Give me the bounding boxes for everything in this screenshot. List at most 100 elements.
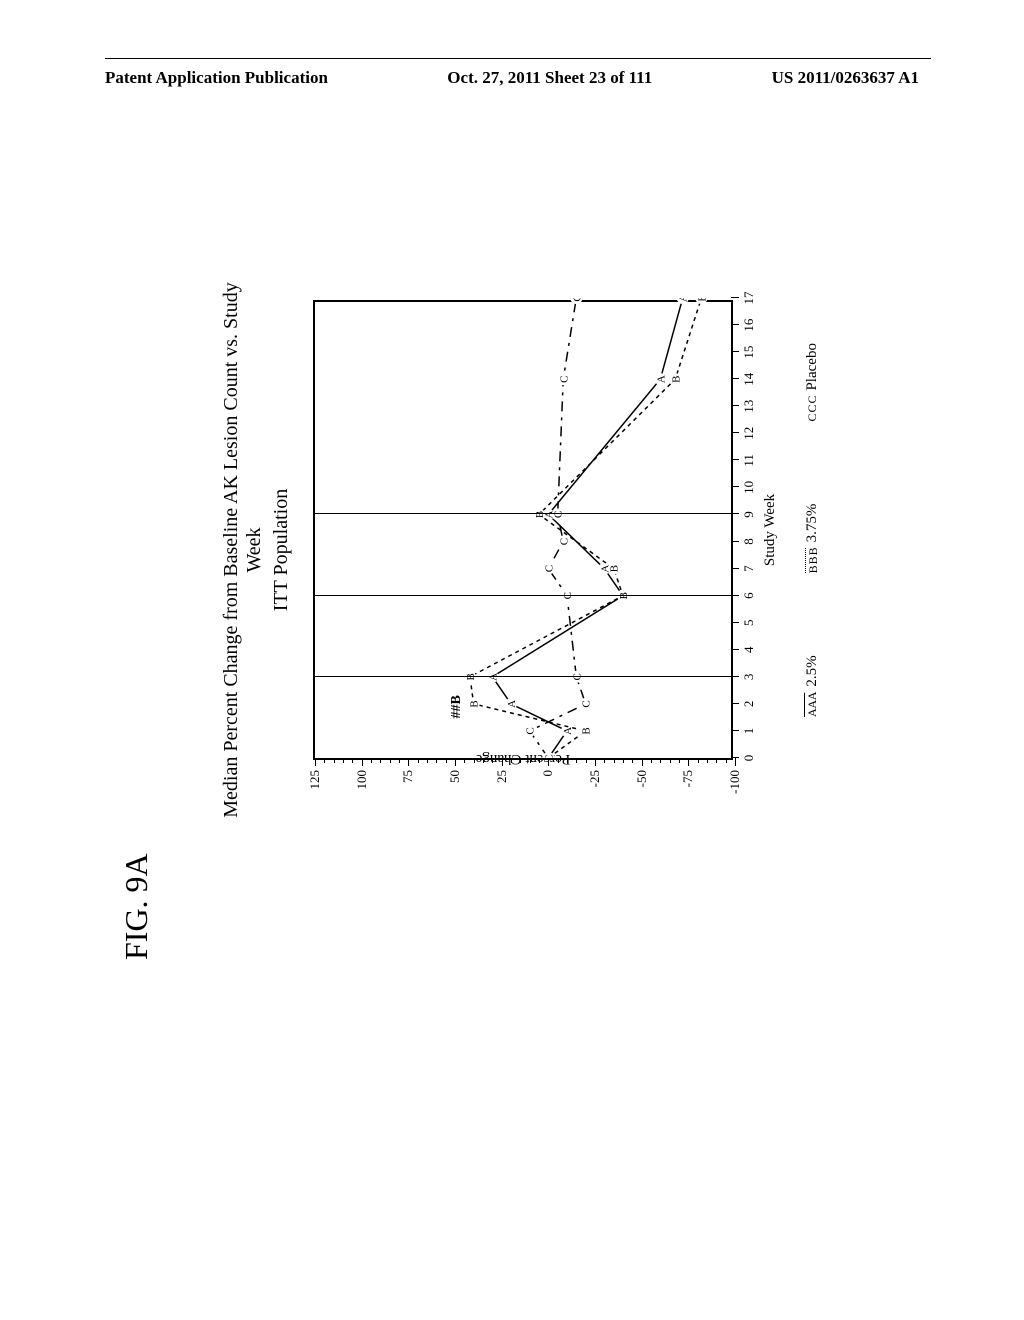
marker-C: C [543,565,555,572]
y-tick-minor [390,758,391,763]
y-tick-minor [707,758,708,763]
x-tick-label: 1 [741,728,757,735]
marker-A: A [655,375,667,383]
y-tick-minor [474,758,475,763]
y-tick-label: -100 [727,770,743,800]
x-tick-label: 17 [741,292,757,305]
y-tick [595,758,596,766]
x-tick [731,622,739,623]
header-right: US 2011/0263637 A1 [772,68,919,88]
y-tick [642,758,643,766]
x-tick-label: 4 [741,647,757,654]
y-tick-minor [567,758,568,763]
x-tick [731,351,739,352]
y-tick [735,758,736,766]
marker-B: B [696,298,708,302]
y-tick-minor [511,758,512,763]
chart-subtitle: ITT Population [270,270,293,830]
y-tick-label: -75 [680,770,696,800]
x-tick-label: 15 [741,346,757,359]
y-tick-minor [670,758,671,763]
x-tick-label: 9 [741,511,757,518]
legend-marker-b: B B B [805,548,821,573]
y-tick-label: 125 [307,770,323,800]
y-tick-minor [586,758,587,763]
y-tick-minor [660,758,661,763]
y-tick-minor [418,758,419,763]
y-tick-label: 100 [354,770,370,800]
x-tick-label: 7 [741,565,757,572]
x-tick-label: 12 [741,427,757,440]
x-tick [731,568,739,569]
y-tick-label: 50 [447,770,463,800]
legend-label-a: 2.5% [804,655,821,686]
x-tick-label: 14 [741,373,757,386]
y-tick-minor [614,758,615,763]
figure-label: FIG. 9A [118,853,155,960]
y-tick-label: 25 [494,770,510,800]
x-tick [731,703,739,704]
marker-C: C [558,376,570,383]
y-tick-minor [623,758,624,763]
y-tick-minor [324,758,325,763]
x-tick [731,676,739,677]
x-tick [731,757,739,758]
y-tick-minor [530,758,531,763]
x-tick [731,297,739,298]
y-tick-minor [464,758,465,763]
legend-label-c: Placebo [804,343,821,390]
marker-A: A [506,700,518,708]
x-tick-label: 16 [741,319,757,332]
y-tick-minor [371,758,372,763]
x-tick-label: 10 [741,481,757,494]
chart-container: Median Percent Change from Baseline AK L… [220,270,920,830]
x-tick [731,649,739,650]
marker-C: C [558,538,570,545]
legend: A A A 2.5% B B B 3.75% C C C Placebo [804,302,821,758]
x-tick [731,541,739,542]
marker-B: B [670,376,682,383]
legend-item-b: B B B 3.75% [804,504,821,574]
x-tick [731,432,739,433]
chart-title: Median Percent Change from Baseline AK L… [220,270,266,830]
x-tick [731,405,739,406]
series-inline-label: ##B [449,695,465,718]
x-tick-label: 3 [741,674,757,681]
y-tick-minor [380,758,381,763]
y-tick-minor [651,758,652,763]
marker-B: B [469,700,481,707]
series-line-3.75% [470,298,701,758]
marker-B: B [609,565,621,572]
x-tick [731,324,739,325]
x-tick [731,730,739,731]
header-left: Patent Application Publication [105,68,328,88]
y-tick-minor [436,758,437,763]
y-tick [502,758,503,766]
x-tick-label: 5 [741,619,757,626]
y-tick-minor [698,758,699,763]
y-tick-label: 0 [540,770,556,800]
x-tick-label: 2 [741,701,757,708]
y-tick-minor [520,758,521,763]
y-tick-minor [343,758,344,763]
x-tick [731,513,739,514]
y-tick [315,758,316,766]
x-axis-label: Study Week [762,494,779,566]
y-tick-minor [632,758,633,763]
y-tick-label: -25 [587,770,603,800]
y-tick-label: -50 [634,770,650,800]
y-tick-minor [604,758,605,763]
x-tick-label: 0 [741,755,757,762]
page-header: Patent Application Publication Oct. 27, … [0,68,1024,88]
marker-C: C [571,298,583,302]
y-tick-minor [483,758,484,763]
page: Patent Application Publication Oct. 27, … [0,0,1024,1320]
y-tick-minor [446,758,447,763]
x-tick [731,378,739,379]
marker-C: C [543,754,555,758]
header-rule [105,58,931,59]
marker-C: C [581,700,593,707]
y-tick-minor [427,758,428,763]
series-line-2.5% [492,298,682,758]
x-tick-label: 8 [741,538,757,545]
